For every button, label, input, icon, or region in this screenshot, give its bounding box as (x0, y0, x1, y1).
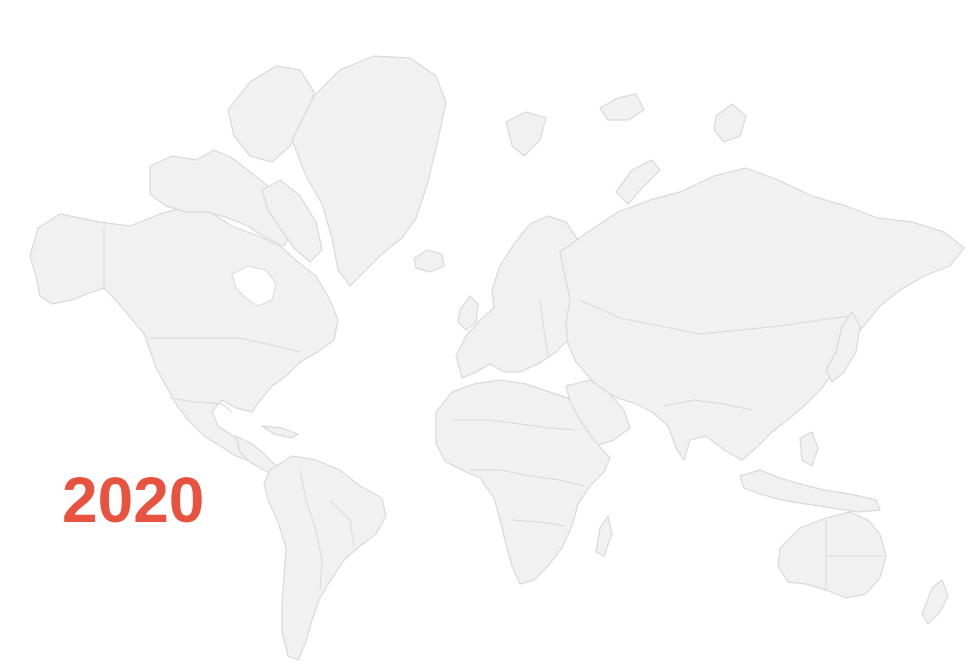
border-south-america-west (299, 469, 323, 591)
landmass-asia (559, 167, 965, 461)
landmass-franz-josef (599, 93, 645, 121)
landmass-australia (777, 511, 887, 599)
landmass-svalbard (505, 111, 547, 157)
landmass-japan (825, 311, 861, 383)
landmass-madagascar (595, 515, 613, 557)
border-south-america-east (329, 499, 355, 547)
landmass-british-isles (457, 295, 479, 331)
border-africa-north (452, 419, 575, 431)
border-us-mexico (169, 397, 233, 413)
landmass-baffin-island (261, 179, 323, 263)
border-africa-south (511, 519, 567, 527)
border-africa-central (470, 469, 585, 487)
border-us-canada (148, 337, 301, 353)
landmass-africa (435, 379, 611, 585)
landmass-south-america (263, 455, 387, 661)
border-china-india (663, 399, 753, 411)
landmass-new-zealand (921, 579, 949, 625)
landmass-novaya-zemlya (615, 159, 661, 205)
landmass-greenland (291, 55, 447, 287)
border-australia-states (825, 520, 882, 590)
landmass-indonesia (739, 469, 881, 513)
border-russia-south (579, 299, 851, 335)
year-label: 2020 (62, 464, 205, 536)
landmass-iceland (413, 249, 445, 273)
landmass-cuba (261, 425, 299, 439)
landmass-philippines (799, 431, 819, 467)
landmass-siberian-islands (713, 103, 747, 143)
lake-hudson-bay (231, 265, 277, 307)
border-europe-east (539, 299, 549, 357)
